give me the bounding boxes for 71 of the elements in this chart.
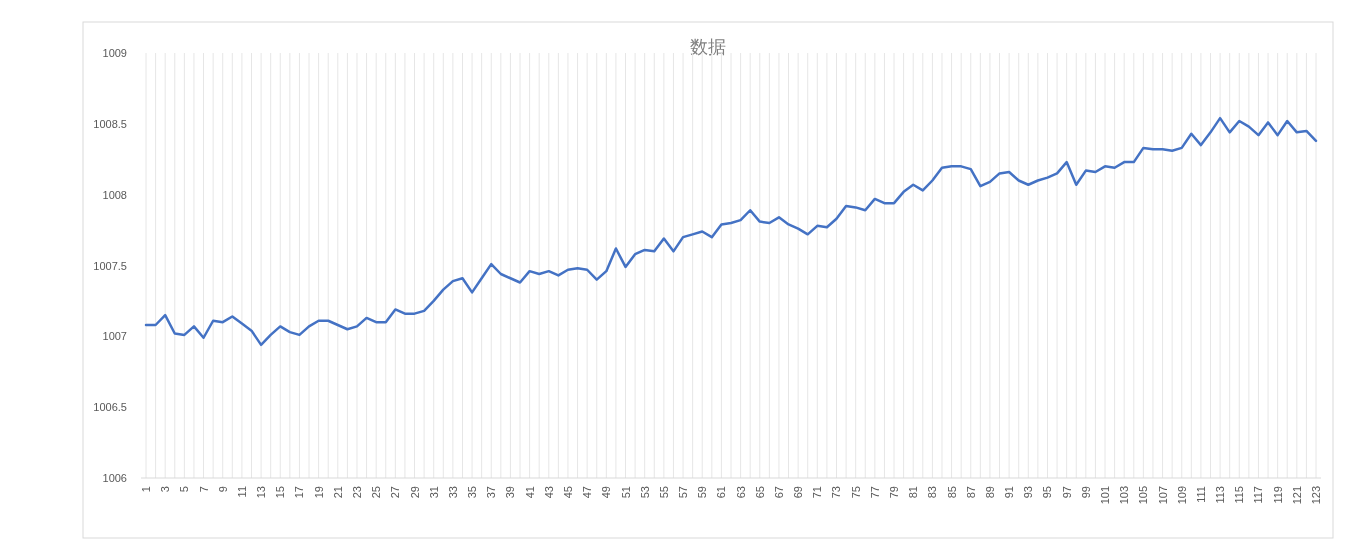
x-tick-label: 19: [312, 486, 325, 499]
y-tick-label: 1006.5: [93, 401, 127, 414]
x-tick-label: 63: [734, 486, 747, 499]
x-tick-label: 119: [1271, 486, 1284, 504]
x-tick-label: 85: [945, 486, 958, 499]
x-tick-label: 13: [255, 486, 268, 499]
x-tick-label: 75: [849, 486, 862, 499]
x-tick-label: 23: [350, 486, 363, 499]
x-tick-label: 55: [657, 486, 670, 499]
x-tick-label: 77: [868, 486, 881, 499]
x-tick-label: 51: [619, 486, 632, 499]
x-tick-label: 45: [561, 486, 574, 499]
x-tick-label: 65: [753, 486, 766, 499]
x-tick-label: 53: [638, 486, 651, 499]
x-tick-label: 21: [331, 486, 344, 499]
x-tick-label: 107: [1156, 486, 1169, 505]
x-tick-label: 101: [1099, 486, 1112, 505]
x-tick-label: 93: [1022, 486, 1035, 499]
x-tick-label: 81: [907, 486, 920, 499]
x-tick-label: 79: [888, 486, 901, 499]
y-tick-label: 1009: [102, 47, 127, 59]
x-tick-label: 1: [140, 486, 152, 493]
x-tick-label: 67: [772, 486, 785, 499]
x-tick-label: 37: [485, 486, 498, 499]
x-tick-label: 105: [1137, 486, 1150, 505]
y-tick-label: 1007: [102, 330, 127, 343]
x-tick-label: 15: [274, 486, 287, 499]
x-tick-label: 17: [293, 486, 306, 499]
x-tick-label: 87: [964, 486, 977, 499]
x-tick-label: 111: [1194, 486, 1207, 503]
x-tick-label: 109: [1175, 486, 1188, 505]
x-tick-label: 11: [235, 486, 248, 498]
x-tick-label: 121: [1290, 486, 1303, 505]
x-tick-label: 33: [446, 486, 459, 499]
x-tick-label: 25: [370, 486, 383, 499]
x-tick-label: 97: [1060, 486, 1073, 499]
x-tick-label: 91: [1003, 486, 1016, 499]
x-tick-label: 5: [178, 486, 191, 493]
x-tick-label: 39: [504, 486, 517, 499]
x-tick-label: 29: [408, 486, 421, 499]
x-tick-label: 69: [792, 486, 805, 499]
x-tick-label: 35: [466, 486, 479, 499]
x-tick-label: 117: [1252, 486, 1265, 504]
x-tick-label: 71: [811, 486, 824, 499]
x-tick-label: 89: [983, 486, 996, 499]
x-tick-label: 123: [1310, 486, 1322, 505]
x-tick-label: 59: [696, 486, 709, 499]
x-tick-label: 47: [581, 486, 594, 499]
x-tick-label: 113: [1214, 486, 1227, 504]
x-tick-label: 99: [1079, 486, 1092, 499]
chart-title: 数据: [690, 37, 726, 57]
x-tick-label: 115: [1233, 486, 1246, 504]
y-tick-label: 1006: [102, 472, 127, 484]
x-tick-label: 49: [600, 486, 613, 499]
x-tick-label: 7: [197, 486, 210, 493]
y-tick-label: 1008: [102, 188, 127, 201]
x-tick-label: 43: [542, 486, 555, 499]
x-tick-label: 103: [1118, 486, 1131, 505]
x-tick-label: 27: [389, 486, 402, 499]
line-series: [144, 116, 1318, 347]
x-tick-label: 41: [523, 486, 536, 499]
x-tick-label: 61: [715, 486, 728, 499]
x-tick-label: 57: [677, 486, 690, 499]
y-tick-label: 1008.5: [93, 117, 127, 130]
x-tick-label: 3: [159, 486, 172, 493]
x-tick-label: 95: [1041, 486, 1054, 499]
x-tick-label: 73: [830, 486, 843, 499]
x-tick-label: 31: [427, 486, 440, 499]
x-tick-label: 83: [926, 486, 939, 499]
y-tick-label: 1007.5: [93, 259, 127, 272]
x-tick-label: 9: [216, 486, 229, 493]
